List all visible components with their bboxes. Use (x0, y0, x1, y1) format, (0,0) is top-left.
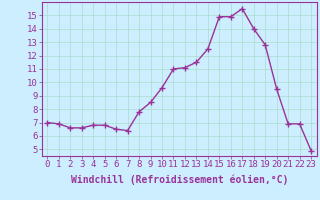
X-axis label: Windchill (Refroidissement éolien,°C): Windchill (Refroidissement éolien,°C) (70, 175, 288, 185)
